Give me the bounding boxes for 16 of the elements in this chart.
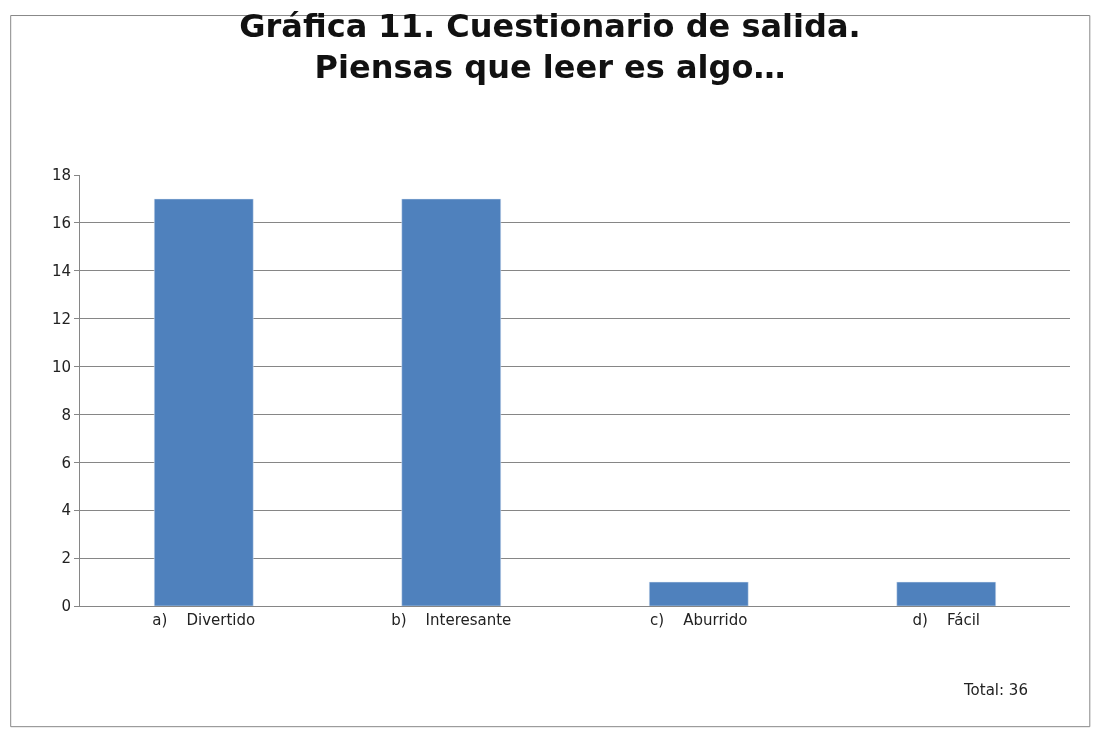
x-tick-label: a) Divertido: [152, 611, 256, 629]
y-tick-label: 16: [51, 214, 71, 233]
x-tick-label: b) Interesante: [391, 611, 512, 629]
x-tick-label: c) Aburrido: [650, 611, 748, 629]
y-tick-label: 18: [51, 166, 71, 185]
y-tick-label: 10: [51, 357, 71, 376]
y-tick-label: 0: [61, 597, 71, 616]
y-tick-label: 8: [61, 405, 71, 424]
y-tick-label: 4: [61, 501, 71, 520]
chart-title: Gráfica 11. Cuestionario de salida. Piensas que leer es algo…: [239, 6, 861, 87]
x-tick-label: d) Fácil: [912, 611, 980, 629]
text: Total: 36: [963, 681, 1028, 699]
y-tick-label: 2: [61, 549, 71, 568]
y-tick-label: 6: [61, 453, 71, 472]
y-tick-label: 14: [51, 262, 71, 281]
y-tick-label: 12: [51, 309, 71, 328]
